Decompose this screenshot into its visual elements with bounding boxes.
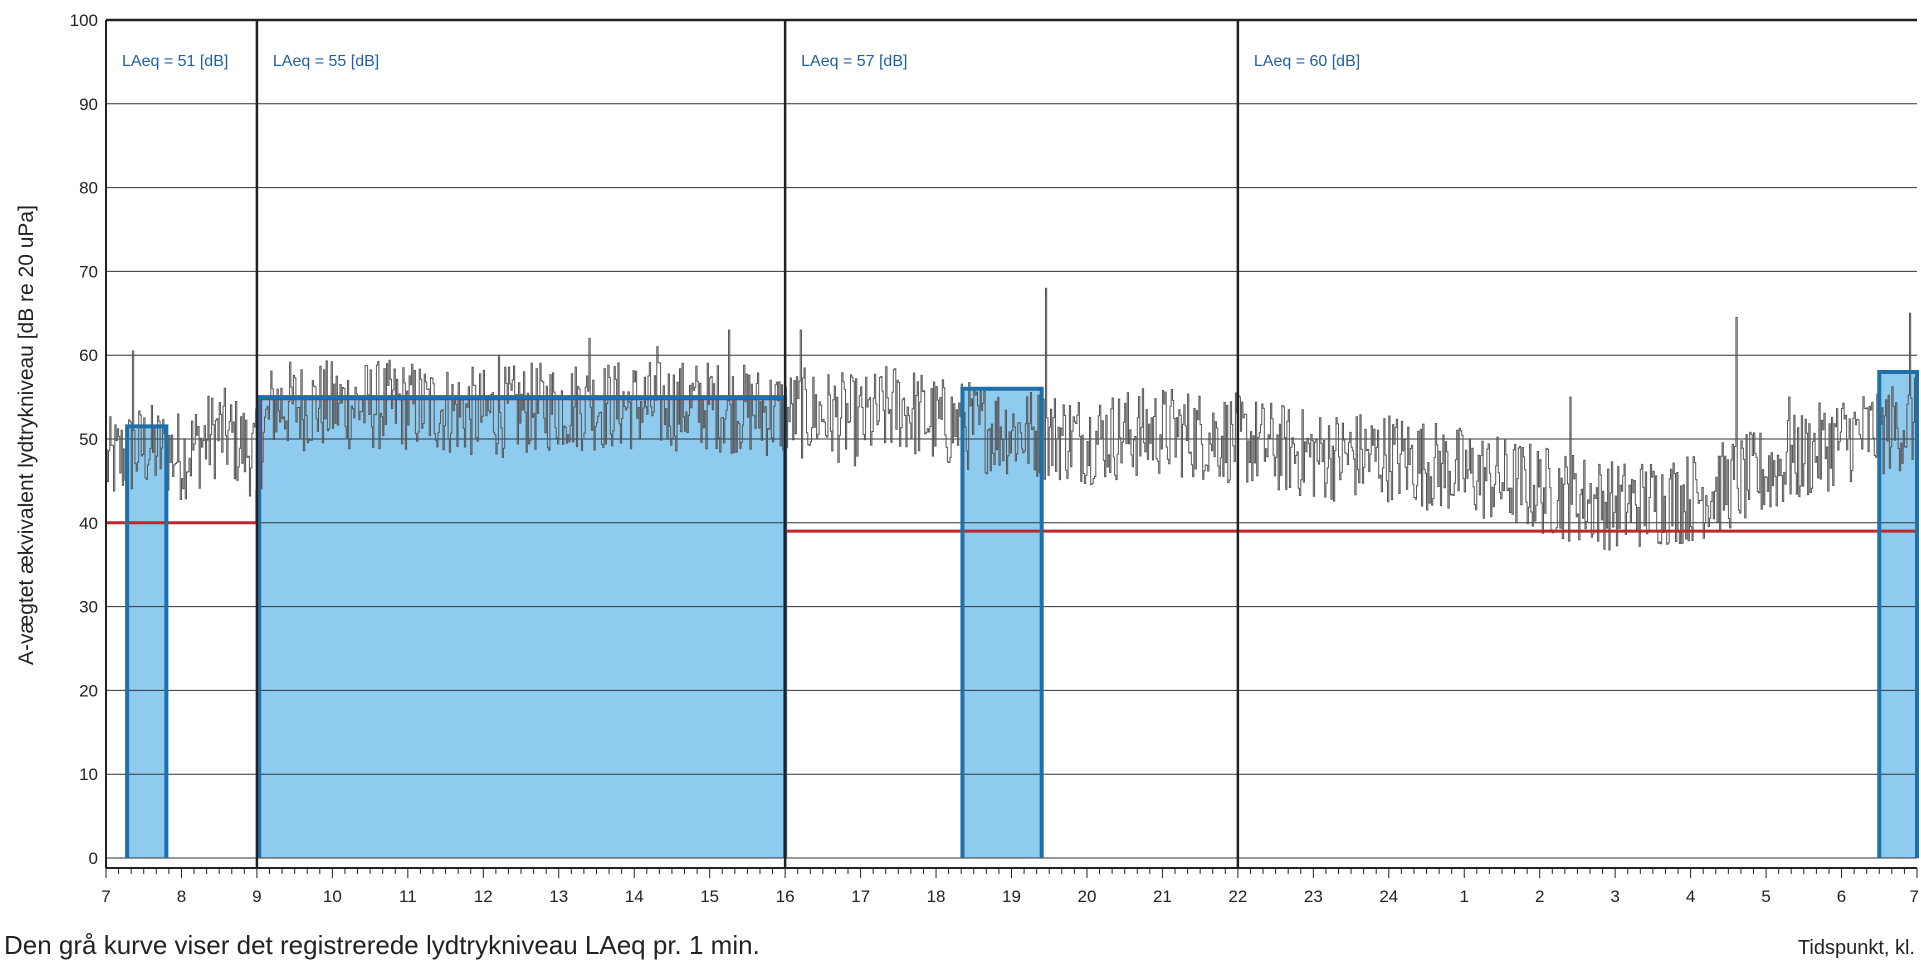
chart-caption: Den grå kurve viser det registrerede lyd… [4, 930, 760, 960]
x-tick-label-6: 13 [549, 887, 568, 906]
y-tick-label-30: 30 [79, 598, 98, 617]
x-tick-label-4: 11 [399, 887, 417, 906]
x-tick-label-1: 8 [177, 887, 186, 906]
blue-outline-2 [960, 386, 1044, 858]
x-tick-label-2: 9 [252, 887, 261, 906]
x-tick-label-11: 18 [927, 887, 946, 906]
x-tick-label-3: 10 [323, 887, 342, 906]
blue-fill-0 [127, 426, 167, 858]
x-tick-label-13: 20 [1077, 887, 1096, 906]
y-tick-label-10: 10 [79, 765, 98, 784]
x-tick-label-24: 7 [1910, 887, 1919, 906]
y-tick-label-50: 50 [79, 430, 98, 449]
y-tick-label-40: 40 [79, 514, 98, 533]
y-tick-label-80: 80 [79, 179, 98, 198]
x-tick-label-17: 24 [1379, 887, 1398, 906]
blue-fill-2 [962, 388, 1042, 858]
period-laeq-label-0: LAeq = 51 [dB] [122, 53, 228, 70]
x-tick-label-21: 4 [1686, 887, 1695, 906]
period-laeq-label-2: LAeq = 57 [dB] [801, 53, 907, 70]
gray-laeq-curve [106, 287, 1918, 551]
x-axis-label: Tidspunkt, kl. [1797, 937, 1915, 959]
x-tick-label-15: 22 [1228, 887, 1247, 906]
x-tick-label-5: 12 [474, 887, 493, 906]
x-tick-label-0: 7 [101, 887, 110, 906]
y-tick-label-100: 100 [70, 11, 98, 30]
period-laeq-label-1: LAeq = 55 [dB] [273, 53, 379, 70]
y-axis-label: A-vægtet ækvivalent lydtrykniveau [dB re… [15, 205, 38, 665]
x-tick-label-8: 15 [700, 887, 719, 906]
x-tick-label-18: 1 [1460, 887, 1469, 906]
blue-outline-3 [1877, 369, 1919, 858]
blue-fill-1 [259, 397, 786, 858]
x-tick-label-23: 6 [1837, 887, 1846, 906]
y-tick-label-90: 90 [79, 95, 98, 114]
x-tick-label-16: 23 [1304, 887, 1323, 906]
x-tick-label-22: 5 [1761, 887, 1770, 906]
x-tick-label-9: 16 [776, 887, 795, 906]
y-tick-label-0: 0 [89, 849, 98, 868]
x-tick-label-20: 3 [1610, 887, 1619, 906]
x-tick-label-14: 21 [1153, 887, 1172, 906]
y-tick-label-60: 60 [79, 346, 98, 365]
period-laeq-label-3: LAeq = 60 [dB] [1254, 53, 1360, 70]
blue-outline-0 [125, 424, 169, 858]
y-tick-label-20: 20 [79, 681, 98, 700]
y-tick-label-70: 70 [79, 262, 98, 281]
x-tick-label-7: 14 [625, 887, 644, 906]
blue-fill-3 [1879, 371, 1917, 858]
x-tick-label-19: 2 [1535, 887, 1544, 906]
x-tick-label-12: 19 [1002, 887, 1021, 906]
x-tick-label-10: 17 [851, 887, 870, 906]
